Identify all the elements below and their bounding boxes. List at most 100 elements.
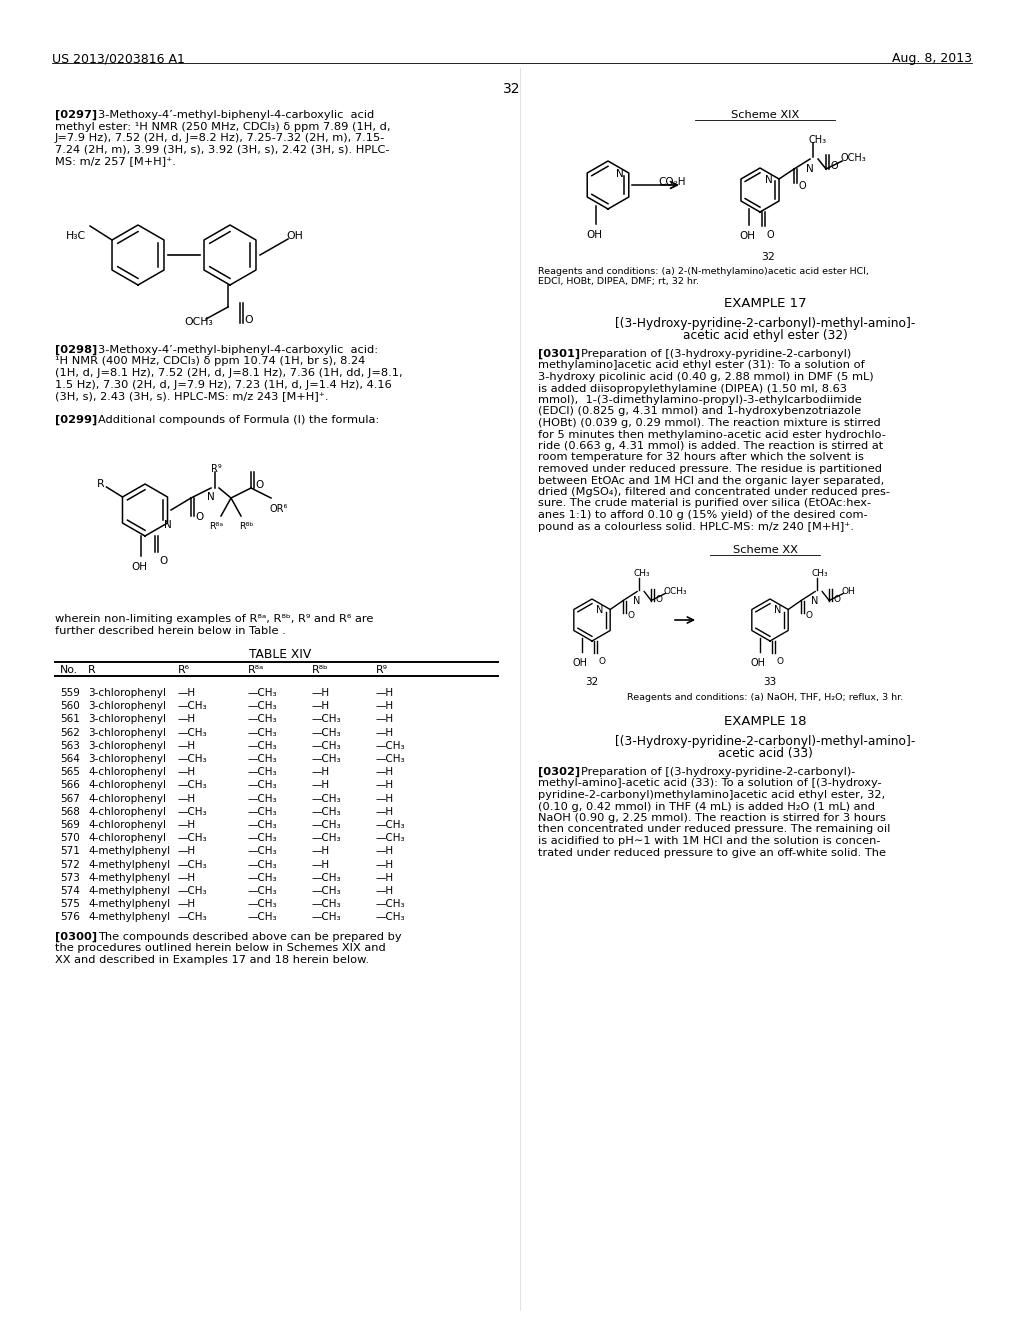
Text: 571: 571 [60,846,80,857]
Text: room temperature for 32 hours after which the solvent is: room temperature for 32 hours after whic… [538,453,864,462]
Text: —CH₃: —CH₃ [248,767,278,777]
Text: MS: m/z 257 [M+H]⁺.: MS: m/z 257 [M+H]⁺. [55,156,176,166]
Text: —CH₃: —CH₃ [248,859,278,870]
Text: —CH₃: —CH₃ [248,714,278,725]
Text: TABLE XIV: TABLE XIV [249,648,311,661]
Text: —CH₃: —CH₃ [248,820,278,830]
Text: CH₃: CH₃ [633,569,650,578]
Text: OH: OH [131,562,147,572]
Text: OH: OH [586,230,602,240]
Text: R⁶: R⁶ [178,665,190,675]
Text: —CH₃: —CH₃ [312,912,342,923]
Text: O: O [598,657,605,667]
Text: dried (MgSO₄), filtered and concentrated under reduced pres-: dried (MgSO₄), filtered and concentrated… [538,487,890,498]
Text: is acidified to pH∼1 with 1M HCl and the solution is concen-: is acidified to pH∼1 with 1M HCl and the… [538,836,881,846]
Text: —CH₃: —CH₃ [178,833,208,843]
Text: H₃C: H₃C [66,231,86,242]
Text: —H: —H [376,714,394,725]
Text: R⁹: R⁹ [376,665,388,675]
Text: N: N [811,595,818,606]
Text: —H: —H [376,780,394,791]
Text: 575: 575 [60,899,80,909]
Text: 3-hydroxy picolinic acid (0.40 g, 2.88 mmol) in DMF (5 mL): 3-hydroxy picolinic acid (0.40 g, 2.88 m… [538,372,873,381]
Text: —CH₃: —CH₃ [312,793,342,804]
Text: —CH₃: —CH₃ [312,714,342,725]
Text: N: N [616,169,624,180]
Text: 561: 561 [60,714,80,725]
Text: —H: —H [376,807,394,817]
Text: NaOH (0.90 g, 2.25 mmol). The reaction is stirred for 3 hours: NaOH (0.90 g, 2.25 mmol). The reaction i… [538,813,886,822]
Text: 4-methylphenyl: 4-methylphenyl [88,873,170,883]
Text: The compounds described above can be prepared by: The compounds described above can be pre… [98,932,401,941]
Text: 4-chlorophenyl: 4-chlorophenyl [88,767,166,777]
Text: O: O [798,181,806,191]
Text: O: O [655,594,663,603]
Text: wherein non-limiting examples of R⁸ᵃ, R⁸ᵇ, R⁹ and R⁶ are: wherein non-limiting examples of R⁸ᵃ, R⁸… [55,614,374,624]
Text: 560: 560 [60,701,80,711]
Text: OH: OH [841,587,855,597]
Text: 566: 566 [60,780,80,791]
Text: 4-chlorophenyl: 4-chlorophenyl [88,780,166,791]
Text: —H: —H [376,793,394,804]
Text: [0302]: [0302] [538,767,581,777]
Text: Aug. 8, 2013: Aug. 8, 2013 [892,51,972,65]
Text: the procedures outlined herein below in Schemes XIX and: the procedures outlined herein below in … [55,942,386,953]
Text: OCH₃: OCH₃ [184,317,213,327]
Text: (1H, d, J=8.1 Hz), 7.52 (2H, d, J=8.1 Hz), 7.36 (1H, dd, J=8.1,: (1H, d, J=8.1 Hz), 7.52 (2H, d, J=8.1 Hz… [55,368,402,378]
Text: N: N [765,176,773,185]
Text: EDCl, HOBt, DIPEA, DMF; rt, 32 hr.: EDCl, HOBt, DIPEA, DMF; rt, 32 hr. [538,277,699,286]
Text: OH: OH [572,659,588,668]
Text: 568: 568 [60,807,80,817]
Text: 573: 573 [60,873,80,883]
Text: N: N [207,492,215,502]
Text: EXAMPLE 17: EXAMPLE 17 [724,297,806,310]
Text: R⁸ᵇ: R⁸ᵇ [312,665,329,675]
Text: N: N [806,164,814,174]
Text: O: O [834,594,840,603]
Text: —CH₃: —CH₃ [248,741,278,751]
Text: —H: —H [376,767,394,777]
Text: O: O [805,610,812,619]
Text: —CH₃: —CH₃ [376,912,406,923]
Text: R⁸ᵇ: R⁸ᵇ [239,521,253,531]
Text: EXAMPLE 18: EXAMPLE 18 [724,715,806,729]
Text: —CH₃: —CH₃ [248,912,278,923]
Text: O: O [244,315,253,325]
Text: sure. The crude material is purified over silica (EtOAc:hex-: sure. The crude material is purified ove… [538,499,871,508]
Text: 1.5 Hz), 7.30 (2H, d, J=7.9 Hz), 7.23 (1H, d, J=1.4 Hz), 4.16: 1.5 Hz), 7.30 (2H, d, J=7.9 Hz), 7.23 (1… [55,380,392,389]
Text: —CH₃: —CH₃ [178,754,208,764]
Text: R: R [88,665,95,675]
Text: XX and described in Examples 17 and 18 herein below.: XX and described in Examples 17 and 18 h… [55,954,369,965]
Text: N: N [596,605,603,615]
Text: —CH₃: —CH₃ [248,807,278,817]
Text: 7.24 (2H, m), 3.99 (3H, s), 3.92 (3H, s), 2.42 (3H, s). HPLC-: 7.24 (2H, m), 3.99 (3H, s), 3.92 (3H, s)… [55,144,389,154]
Text: —H: —H [178,820,197,830]
Text: —CH₃: —CH₃ [376,754,406,764]
Text: 4-methylphenyl: 4-methylphenyl [88,912,170,923]
Text: —CH₃: —CH₃ [178,727,208,738]
Text: N: N [774,605,781,615]
Text: O: O [766,230,774,240]
Text: acetic acid (33): acetic acid (33) [718,747,812,760]
Text: pound as a colourless solid. HPLC-MS: m/z 240 [M+H]⁺.: pound as a colourless solid. HPLC-MS: m/… [538,521,854,532]
Text: 565: 565 [60,767,80,777]
Text: 3-chlorophenyl: 3-chlorophenyl [88,701,166,711]
Text: (3H, s), 2.43 (3H, s). HPLC-MS: m/z 243 [M+H]⁺.: (3H, s), 2.43 (3H, s). HPLC-MS: m/z 243 … [55,391,329,401]
Text: R⁸ᵃ: R⁸ᵃ [209,521,223,531]
Text: 567: 567 [60,793,80,804]
Text: —H: —H [376,701,394,711]
Text: OH: OH [739,231,755,242]
Text: N: N [633,595,641,606]
Text: 572: 572 [60,859,80,870]
Text: [0299]: [0299] [55,414,97,425]
Text: —CH₃: —CH₃ [248,727,278,738]
Text: 576: 576 [60,912,80,923]
Text: [(3-Hydroxy-pyridine-2-carbonyl)-methyl-amino]-: [(3-Hydroxy-pyridine-2-carbonyl)-methyl-… [614,317,915,330]
Text: Reagents and conditions: (a) 2-(N-methylamino)acetic acid ester HCl,: Reagents and conditions: (a) 2-(N-methyl… [538,267,869,276]
Text: 4-methylphenyl: 4-methylphenyl [88,859,170,870]
Text: 4-methylphenyl: 4-methylphenyl [88,899,170,909]
Text: [0297]: [0297] [55,110,97,120]
Text: 32: 32 [586,677,599,686]
Text: R⁹: R⁹ [211,465,222,474]
Text: (0.10 g, 0.42 mmol) in THF (4 mL) is added H₂O (1 mL) and: (0.10 g, 0.42 mmol) in THF (4 mL) is add… [538,801,874,812]
